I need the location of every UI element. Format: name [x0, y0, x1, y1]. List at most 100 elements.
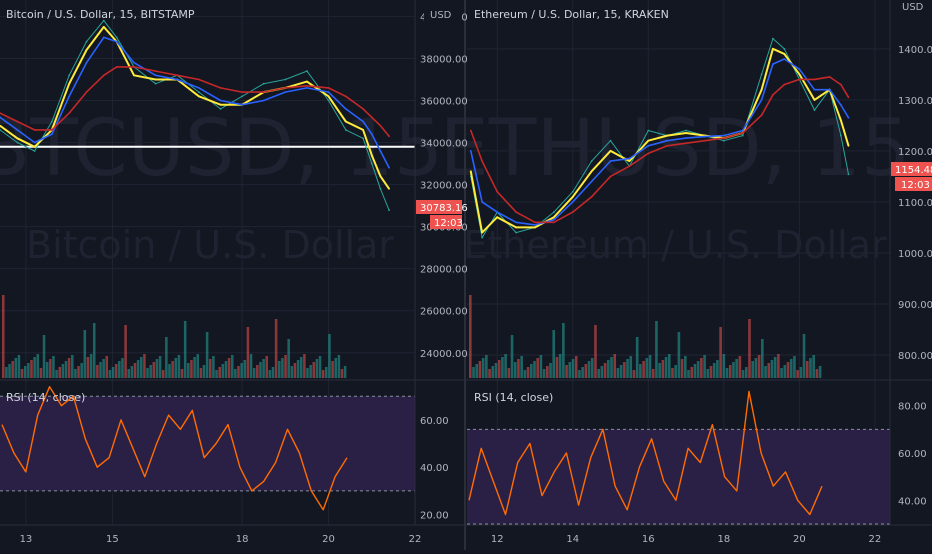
- series-point: [219, 86, 222, 89]
- btc-last-price: 30783.16: [420, 203, 468, 214]
- volume-bar: [780, 368, 783, 378]
- volume-bar: [674, 365, 677, 378]
- volume-bar: [102, 359, 105, 378]
- series-point: [798, 78, 801, 81]
- series-point: [783, 53, 786, 55]
- volume-bar: [693, 364, 697, 378]
- volume-bar: [741, 370, 745, 378]
- price-tick-label: 34000.00: [420, 139, 468, 150]
- eth-rsi-title[interactable]: RSI (14, close): [474, 391, 553, 404]
- series-point: [379, 124, 382, 127]
- volume-bar: [696, 361, 700, 378]
- series-point: [85, 61, 88, 64]
- series-point: [388, 187, 390, 190]
- btc-watermark-name: Bitcoin / U.S. Dollar: [26, 223, 394, 267]
- volume-bar: [754, 358, 758, 378]
- volume-bar: [648, 355, 652, 378]
- price-tick-label: 38000.00: [420, 54, 468, 65]
- volume-bar: [491, 366, 495, 378]
- volume-bar: [161, 370, 165, 378]
- series-point: [496, 190, 499, 193]
- series-point: [327, 99, 330, 102]
- volume-bar: [626, 359, 629, 378]
- volume-bar: [738, 356, 742, 378]
- volume-bar: [661, 360, 665, 378]
- volume-bar: [83, 330, 87, 378]
- x-tick-label: 18: [236, 534, 249, 545]
- volume-bar: [597, 369, 600, 378]
- series-point: [344, 108, 347, 110]
- series-point: [840, 104, 842, 106]
- series-point: [647, 152, 650, 155]
- series-point: [306, 86, 308, 89]
- series-point: [571, 195, 574, 198]
- series-point: [85, 91, 88, 93]
- series-point: [666, 134, 669, 137]
- series-point: [16, 120, 19, 123]
- x-tick-label: 22: [409, 534, 422, 545]
- btc-rsi-title[interactable]: RSI (14, close): [6, 391, 85, 404]
- volume-bar: [735, 359, 738, 378]
- volume-bar: [49, 359, 52, 378]
- series-point: [469, 129, 472, 132]
- x-tick-label: 18: [717, 534, 730, 545]
- volume-bar: [108, 370, 112, 378]
- volume-bar: [343, 366, 347, 378]
- series-point: [241, 103, 243, 106]
- volume-bar: [542, 369, 546, 378]
- volume-bar: [312, 362, 316, 378]
- volume-bar: [619, 365, 623, 378]
- series-point: [741, 134, 744, 137]
- volume-bar: [146, 368, 149, 378]
- series-line-ema-slow: [470, 76, 850, 224]
- volume-bar: [133, 363, 137, 378]
- volume-bar: [770, 360, 774, 378]
- volume-bar: [606, 360, 610, 378]
- series-point: [772, 63, 774, 66]
- volume-bar: [77, 366, 80, 378]
- btc-countdown: 12:03: [434, 218, 463, 229]
- volume-bar: [165, 337, 168, 378]
- volume-bar: [271, 367, 275, 378]
- volume-bar: [127, 369, 130, 378]
- price-labels: 30783.16 12:03 1154.48 12:03: [416, 162, 932, 229]
- series-point: [16, 137, 19, 140]
- eth-chart-title[interactable]: Ethereum / U.S. Dollar, 15, KRAKEN: [474, 8, 669, 21]
- series-point: [760, 73, 763, 76]
- volume-bar: [507, 368, 511, 378]
- volume-bar: [284, 355, 287, 378]
- volume-bar: [105, 356, 109, 378]
- series-point: [628, 165, 631, 168]
- series-point: [344, 120, 347, 123]
- series-line-ema-fast: [469, 47, 850, 234]
- volume-bar: [767, 363, 771, 378]
- series-point: [133, 61, 135, 64]
- volume-bar: [240, 363, 243, 378]
- volume-bar: [278, 361, 281, 378]
- btc-chart-title[interactable]: Bitcoin / U.S. Dollar, 15, BITSTAMP: [6, 8, 195, 21]
- series-point: [571, 211, 574, 214]
- volume-bar: [177, 355, 181, 378]
- series-point: [840, 83, 842, 86]
- series-point: [85, 49, 88, 51]
- volume-bar: [20, 369, 24, 378]
- series-point: [33, 150, 36, 152]
- series-point: [154, 78, 157, 81]
- volume-bar: [227, 358, 231, 378]
- volume-bar: [224, 361, 228, 378]
- series-point: [704, 139, 706, 142]
- watermarks: BTCUSD, 15 Bitcoin / U.S. Dollar ETHUSD,…: [0, 104, 911, 267]
- eth-last-price-badge: [891, 162, 932, 176]
- series-point: [388, 166, 390, 169]
- series-point: [115, 40, 118, 43]
- volume-bar: [578, 370, 581, 378]
- series-point: [50, 120, 53, 123]
- series-point: [481, 231, 484, 234]
- volume-bar: [565, 365, 568, 378]
- series-point: [813, 78, 816, 81]
- volume-bar: [497, 360, 501, 378]
- volume-bar: [23, 366, 27, 378]
- volume-bar: [293, 363, 297, 378]
